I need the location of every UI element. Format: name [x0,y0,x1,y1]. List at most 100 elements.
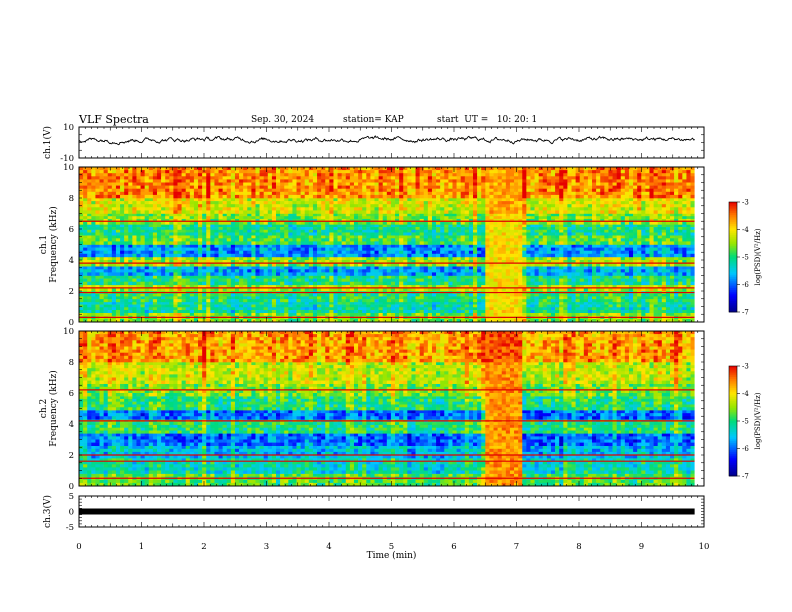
spectrogram-cell [485,309,490,313]
spectrogram-cell [612,296,617,300]
spectrogram-cell [111,263,117,267]
spectrogram-cell [317,253,322,258]
spectrogram-cell [358,266,363,270]
spectrogram-cell [620,224,626,228]
spectrogram-cell [173,241,178,245]
spectrogram-cell [592,263,597,267]
spectrogram-cell [633,256,638,261]
spectrogram-cell [555,309,560,313]
spectrogram-cell [345,247,351,251]
spectrogram-cell [202,304,207,308]
spectrogram-cell [218,213,223,217]
spectrogram-cell [210,284,215,289]
spectrogram-cell [514,227,519,231]
spectrogram-cell [399,235,404,239]
spectrogram-cell [234,213,240,217]
spectrogram-cell [657,232,663,236]
spectrogram-cell [423,227,429,231]
spectrogram-cell [649,227,654,231]
spectrogram-cell [670,224,675,228]
spectrogram-cell [341,278,347,282]
spectrogram-cell [567,284,572,289]
spectrogram-cell [583,312,589,317]
spectrogram-cell [132,275,137,279]
spectrogram-cell [587,269,593,273]
spectrogram-cell [682,299,687,303]
spectrogram-cell [91,241,96,245]
spectrogram-cell [193,250,199,255]
spectrogram-cell [448,235,453,239]
spectrogram-cell [382,227,388,231]
spectrogram-cell [292,235,297,239]
spectrogram-cell [661,296,667,300]
spectrogram-cell [477,224,482,228]
spectrogram-cell [526,284,531,289]
spectrogram-cell [128,213,133,217]
spectrogram-cell [518,281,523,286]
spectrogram-cell [567,307,572,311]
spectrogram-cell [612,224,617,228]
spectrogram-cell [423,287,429,292]
spectrogram-cell [567,256,572,261]
spectrogram-cell [230,284,236,289]
spectrogram-cell [419,232,425,236]
spectrogram-cell [91,296,96,300]
spectrogram-cell [243,256,248,261]
spectrogram-cell [337,275,342,279]
spectrogram-cell [628,227,634,231]
spectrogram-cell [185,232,191,236]
spectrogram-cell [132,213,137,217]
spectrogram-cell [271,224,277,228]
spectrogram-cell [374,260,379,264]
spectrogram-cell [124,260,129,264]
spectrogram-cell [165,235,170,239]
spectrogram-cell [587,304,593,308]
spectrogram-cell [329,247,334,251]
spectrogram-cell [645,301,650,305]
spectrogram-cell [670,293,675,297]
spectrogram-cell [657,241,663,245]
spectrogram-cell [382,278,388,282]
spectrogram-cell [501,287,507,292]
spectrogram-cell [628,309,634,313]
spectrogram-cell [386,263,392,267]
spectrogram-cell [670,229,675,233]
spectrogram-cell [604,247,609,251]
spectrogram-cell [481,229,486,233]
spectrogram-cell [374,263,379,267]
spectrogram-cell [234,269,240,273]
spectrogram-cell [415,224,420,228]
spectrogram-cell [308,260,314,264]
spectrogram-cell [399,247,404,251]
spectrogram-cell [349,301,355,305]
spectrogram-cell [670,244,675,248]
spectrogram-cell [456,227,461,231]
spectrogram-cell [243,238,248,242]
spectrogram-cell [202,213,207,217]
spectrogram-cell [485,235,490,239]
spectrogram-cell [234,256,240,261]
spectrogram-cell [583,272,589,276]
spectrogram-cell [608,299,613,303]
spectrogram-cell [440,296,445,300]
spectrogram-cell [177,293,182,297]
spectrogram-cell [345,256,351,261]
spectrogram-cell [563,256,568,261]
spectrogram-cell [555,253,560,258]
spectrogram-cell [308,229,314,233]
spectrogram-cell [505,281,511,286]
spectrogram-cell [362,229,367,233]
spectrogram-cell [337,269,342,273]
spectrogram-cell [427,247,433,251]
spectrogram-cell [325,235,330,239]
spectrogram-cell [612,238,617,242]
spectrogram-cell [148,278,154,282]
spectrogram-cell [596,244,601,248]
spectrogram-cell [95,213,100,217]
spectrogram-cell [481,318,486,323]
spectrogram-cell [152,296,158,300]
spectrogram-cell [583,293,589,297]
spectrogram-cell [403,275,408,279]
spectrogram-cell [169,269,174,273]
spectrogram-cell [202,284,207,289]
